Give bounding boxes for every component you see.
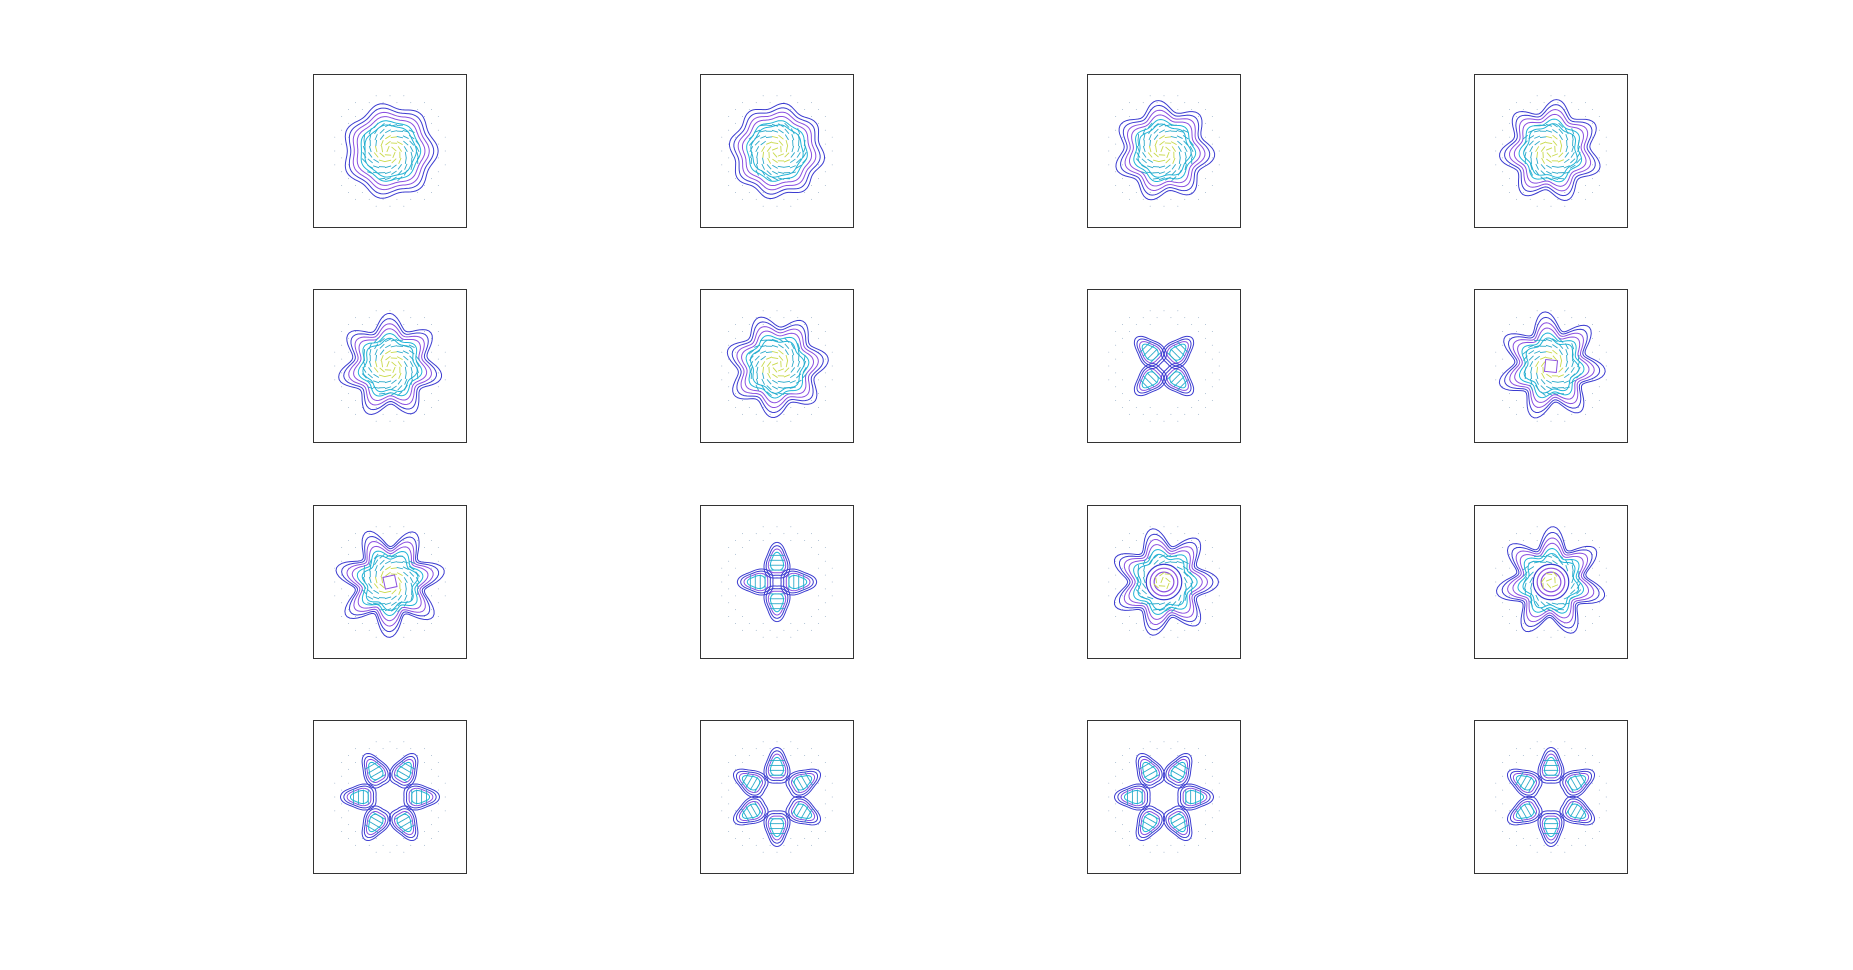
subplot-panel <box>1087 720 1241 874</box>
subplot-canvas <box>1495 741 1607 853</box>
vector-field <box>1515 760 1587 834</box>
vector-field <box>1139 341 1189 391</box>
subplot-canvas <box>1108 741 1220 853</box>
contour-lines <box>1506 746 1596 848</box>
grid-dots <box>1495 95 1607 207</box>
subplot-panel <box>1474 74 1628 228</box>
subplot-panel <box>1087 74 1241 228</box>
subplot-panel <box>1087 289 1241 443</box>
vector-field <box>749 554 805 610</box>
contour-lines <box>732 746 822 848</box>
subplot-panel <box>700 720 854 874</box>
grid-dots <box>721 526 833 638</box>
grid-dots <box>721 741 833 853</box>
vector-field <box>361 553 420 613</box>
grid-dots <box>334 526 446 638</box>
subplot-panel <box>700 505 854 659</box>
contour-lines <box>1133 335 1195 397</box>
contour-lines <box>335 530 445 638</box>
subplot-panel <box>313 74 467 228</box>
subplot-canvas <box>1495 310 1607 422</box>
subplot-canvas <box>1108 526 1220 638</box>
subplot-panel <box>700 289 854 443</box>
grid-dots <box>1108 741 1220 853</box>
grid-dots <box>334 310 446 422</box>
subplot-canvas <box>1495 526 1607 638</box>
grid-dots <box>1495 741 1607 853</box>
vector-field <box>1135 553 1194 613</box>
grid-dots <box>1495 310 1607 422</box>
subplot-canvas <box>721 526 833 638</box>
subplot-canvas <box>334 310 446 422</box>
grid-dots <box>334 95 446 207</box>
vector-field <box>1522 553 1582 612</box>
subplot-panel <box>1474 289 1628 443</box>
subplot-canvas <box>1108 95 1220 207</box>
vector-field <box>361 337 420 397</box>
subplot-canvas <box>1108 310 1220 422</box>
grid-dots <box>721 310 833 422</box>
subplot-canvas <box>334 95 446 207</box>
contour-lines <box>726 316 829 419</box>
subplot-canvas <box>721 741 833 853</box>
grid-dots <box>1495 526 1607 638</box>
vector-field <box>1522 122 1582 181</box>
subplot-panel <box>1474 720 1628 874</box>
vector-field <box>361 122 420 182</box>
subplot-panel <box>313 505 467 659</box>
subplot-canvas <box>334 526 446 638</box>
subplot-panel <box>1474 505 1628 659</box>
subplot-panel <box>1087 505 1241 659</box>
subplot-canvas <box>721 310 833 422</box>
grid-dots <box>334 741 446 853</box>
vector-field <box>741 760 813 834</box>
contour-lines <box>1115 100 1216 201</box>
grid-dots <box>1108 310 1220 422</box>
contour-lines <box>339 752 441 842</box>
contour-lines <box>1113 528 1219 636</box>
contour-lines <box>736 541 818 623</box>
contour-lines <box>344 103 439 199</box>
vector-field <box>748 337 808 396</box>
contour-lines <box>1498 311 1606 419</box>
vector-field <box>353 761 427 833</box>
subplot-panel <box>700 74 854 228</box>
subplot-panel <box>313 720 467 874</box>
grid-dots <box>1108 95 1220 207</box>
grid-dots <box>1108 526 1220 638</box>
vector-field <box>1127 761 1201 833</box>
vector-field <box>1135 122 1194 182</box>
subplot-canvas <box>1495 95 1607 207</box>
grid-dots <box>721 95 833 207</box>
contour-lines <box>338 312 443 415</box>
contour-lines <box>1499 99 1601 201</box>
contour-lines <box>729 103 825 199</box>
contour-lines <box>1113 752 1215 842</box>
subplot-canvas <box>721 95 833 207</box>
subplot-panel <box>313 289 467 443</box>
subplot-canvas <box>334 741 446 853</box>
vector-field <box>1522 337 1582 396</box>
contour-lines <box>1496 526 1605 634</box>
vector-field <box>748 122 808 181</box>
